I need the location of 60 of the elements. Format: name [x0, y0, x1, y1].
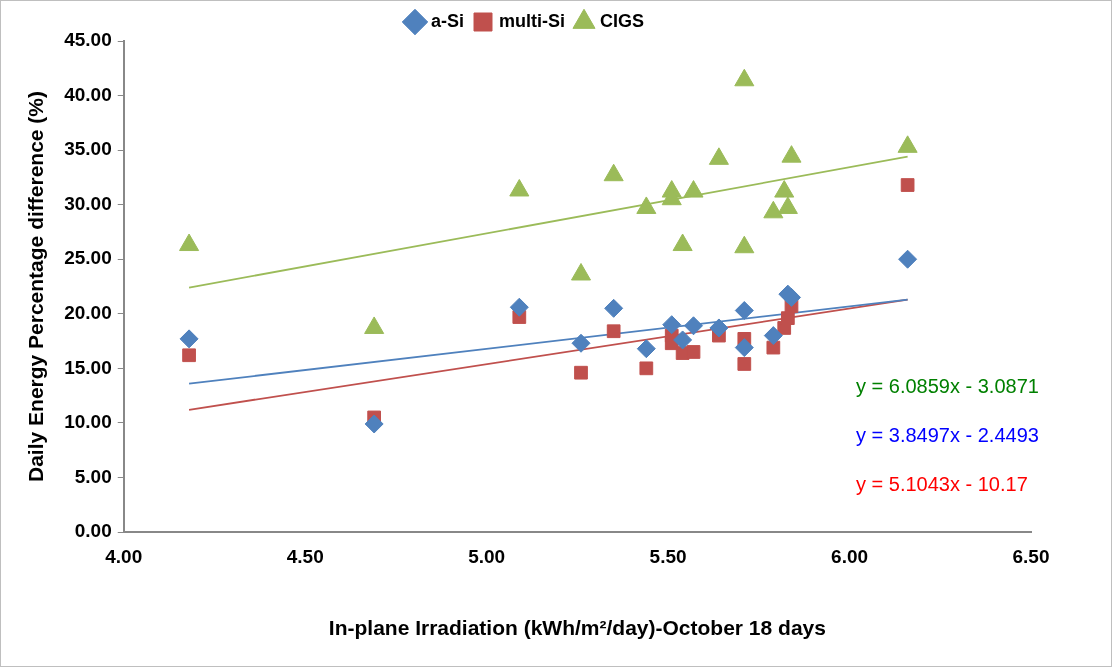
- point: [662, 315, 682, 335]
- point: [737, 357, 752, 371]
- point: [636, 196, 657, 214]
- annotation: y = 6.0859x - 3.0871: [856, 374, 1039, 397]
- point: [734, 235, 755, 254]
- y-tick-label: 10.00: [64, 411, 112, 433]
- y-tick-label: 20.00: [64, 302, 112, 324]
- point: [673, 330, 693, 350]
- point: [683, 180, 704, 198]
- point: [686, 345, 701, 359]
- x-tick-label: 5.00: [468, 545, 506, 567]
- annotation: y = 3.8497x - 2.4493: [856, 423, 1039, 446]
- y-tick-label: 45.00: [64, 29, 112, 51]
- x-tick-label: 6.50: [1012, 545, 1050, 567]
- point: [179, 233, 200, 252]
- point: [709, 318, 729, 338]
- point: [509, 178, 530, 197]
- x-tick-label: 4.00: [105, 545, 143, 567]
- y-axis-title: Daily Energy Percentage difference (%): [24, 91, 48, 482]
- point: [606, 324, 621, 339]
- point: [574, 365, 588, 380]
- point: [763, 200, 784, 219]
- point: [639, 361, 654, 376]
- point: [182, 348, 196, 363]
- y-tick-label: 30.00: [64, 192, 112, 214]
- legend-label: a-Si: [430, 10, 465, 31]
- point: [780, 311, 795, 326]
- y-tick-label: 25.00: [64, 247, 112, 269]
- y-tick-label: 5.00: [74, 465, 112, 487]
- point: [763, 326, 783, 346]
- point: [774, 180, 795, 198]
- point: [897, 135, 918, 153]
- point: [636, 339, 656, 359]
- point: [604, 298, 624, 318]
- point: [571, 333, 591, 353]
- point: [898, 249, 918, 269]
- point: [777, 196, 798, 214]
- point: [672, 233, 693, 252]
- x-tick-label: 6.00: [831, 545, 869, 567]
- y-tick-label: 35.00: [64, 138, 112, 160]
- legend-label: multi-Si: [499, 10, 565, 31]
- point: [364, 414, 384, 434]
- x-tick-label: 4.50: [286, 545, 324, 567]
- point: [570, 263, 592, 281]
- y-tick-label: 40.00: [64, 83, 112, 105]
- point: [781, 145, 802, 163]
- legend-label: CIGS: [600, 10, 645, 31]
- point: [734, 338, 754, 358]
- x-axis-title: In-plane Irradiation (kWh/m²/day)-October 18 days: [328, 616, 826, 640]
- point: [734, 301, 754, 320]
- point: [179, 329, 199, 349]
- point: [684, 316, 703, 336]
- point: [708, 147, 729, 165]
- annotation: y = 5.1043x - 10.17: [856, 472, 1028, 495]
- y-tick-label: 15.00: [64, 356, 112, 378]
- y-tick-label: 0.00: [74, 520, 112, 542]
- x-tick-label: 5.50: [649, 545, 687, 567]
- point: [509, 297, 529, 317]
- point: [603, 163, 624, 182]
- point: [734, 68, 755, 87]
